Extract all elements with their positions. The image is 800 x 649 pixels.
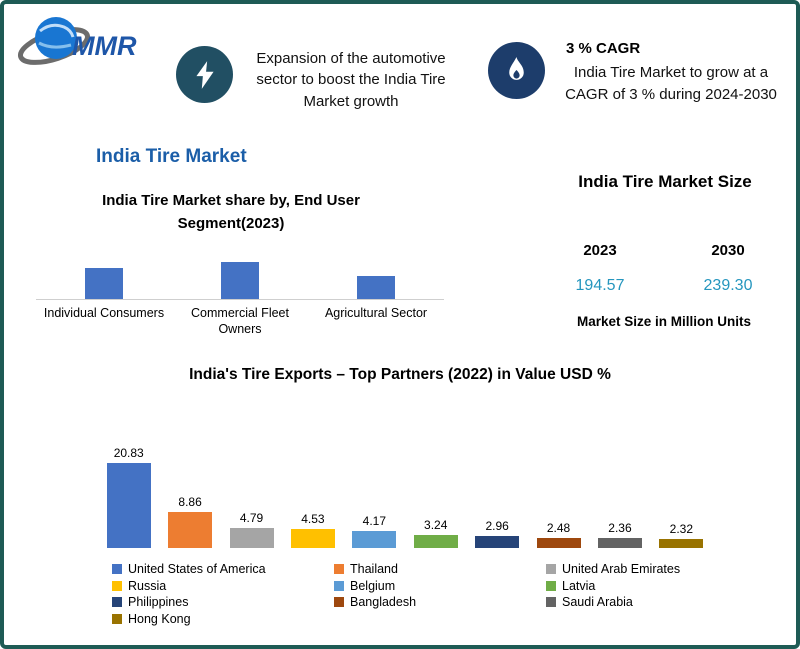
market-size-year: 2030: [711, 242, 745, 259]
legend-swatch: [112, 597, 122, 608]
exports-chart-bars: 20.83 8.86 4.79 4.53 4.17 3.24 2.96 2.48 2.36 2.3…: [98, 442, 712, 548]
legend-item: Saudi Arabia: [546, 594, 716, 611]
market-size-years: 2023 2030: [536, 242, 792, 259]
legend-label: Belgium: [350, 578, 396, 593]
cagr-text: India Tire Market to grow at a CAGR of 3…: [565, 64, 777, 103]
share-bar: [357, 276, 395, 299]
legend-label: Saudi Arabia: [562, 595, 633, 610]
legend-label: United States of America: [128, 562, 266, 577]
legend-swatch: [546, 564, 556, 575]
exports-bar-value: 2.48: [546, 520, 571, 535]
legend-item: Belgium: [334, 578, 546, 595]
cagr-title: 3 % CAGR: [566, 40, 641, 57]
exports-bar-column: 2.36: [589, 521, 650, 548]
exports-bar-value: 2.36: [608, 521, 632, 536]
exports-bar-column: 2.32: [651, 521, 712, 548]
exports-bar: [475, 535, 520, 548]
legend-item: Russia: [112, 578, 334, 595]
share-bar-label: Commercial Fleet Owners: [191, 306, 289, 337]
share-bar: [85, 268, 123, 299]
exports-bar-value: 4.53: [301, 512, 325, 527]
exports-bar-column: 2.96: [466, 519, 527, 548]
exports-bar: [413, 534, 458, 548]
legend-swatch: [546, 597, 556, 608]
legend-label: Thailand: [350, 562, 398, 577]
legend-swatch: [334, 580, 344, 591]
legend-item: Thailand: [334, 561, 546, 578]
market-size-title: India Tire Market Size: [578, 172, 752, 191]
exports-bar: [597, 538, 642, 548]
highlight-automotive-text: Expansion of the automotive sector to bo…: [256, 50, 446, 110]
legend-item: United States of America: [112, 561, 334, 578]
exports-bar: [536, 537, 581, 548]
legend-label: Hong Kong: [128, 611, 191, 626]
exports-bar: [229, 528, 274, 548]
legend-item: Latvia: [546, 578, 716, 595]
legend-swatch: [334, 597, 344, 608]
share-chart-title: India Tire Market share by, End User Seg…: [102, 192, 360, 232]
exports-bar-value: 4.17: [362, 513, 386, 528]
exports-bar-column: 2.48: [528, 521, 589, 548]
exports-bar-column: 3.24: [405, 518, 466, 548]
share-bar-label: Individual Consumers: [43, 306, 165, 320]
flame-icon: [488, 42, 545, 99]
exports-bar-value: 4.79: [239, 511, 264, 526]
market-size-values: 194.57 239.30: [536, 277, 792, 295]
exports-bar-value: 20.83: [113, 445, 144, 460]
exports-bar: [290, 529, 335, 548]
legend-swatch: [112, 613, 122, 624]
cagr-block: 3 % CAGR India Tire Market to grow at a …: [560, 38, 782, 105]
share-chart-labels: Individual Consumers Commercial Fleet Own…: [36, 300, 444, 338]
exports-legend: United States of America Thailand United A…: [112, 561, 716, 627]
share-bar-column: [308, 276, 444, 299]
legend-label: Russia: [128, 578, 167, 593]
legend-label: Philippines: [128, 595, 189, 610]
exports-bar-value: 3.24: [424, 517, 448, 532]
exports-bar-column: 4.79: [221, 511, 282, 548]
legend-item: United Arab Emirates: [546, 561, 716, 578]
legend-swatch: [112, 580, 122, 591]
exports-bar-column: 4.17: [344, 514, 405, 548]
legend-item: Philippines: [112, 594, 334, 611]
share-bar-label: Agricultural Sector: [324, 306, 428, 320]
share-bar: [221, 262, 259, 299]
legend-label: Latvia: [562, 578, 596, 593]
exports-bar-column: 4.53: [282, 512, 343, 548]
share-bar-column: [172, 262, 308, 299]
logo-text: MMR: [72, 31, 137, 61]
exports-bar-value: 2.32: [669, 521, 694, 536]
market-size-year: 2023: [583, 242, 617, 259]
exports-bar: [168, 511, 213, 548]
legend-swatch: [334, 564, 344, 575]
exports-bar: [659, 538, 704, 548]
legend-label: Bangladesh: [350, 595, 417, 610]
legend-item: Bangladesh: [334, 594, 546, 611]
exports-bar-column: 8.86: [159, 495, 220, 548]
mmr-logo: MMR: [16, 10, 166, 79]
share-bar-chart: Individual Consumers Commercial Fleet Own…: [36, 256, 444, 338]
legend-label: United Arab Emirates: [562, 562, 681, 577]
legend-item: Hong Kong: [112, 611, 334, 628]
exports-bar-column: 20.83: [98, 446, 159, 548]
exports-bar: [352, 530, 397, 548]
legend-swatch: [546, 580, 556, 591]
exports-bar-chart: 20.83 8.86 4.79 4.53 4.17 3.24 2.96 2.48 2.36 2.3…: [98, 442, 712, 548]
market-size-footnote: Market Size in Million Units: [576, 314, 752, 329]
exports-chart-title: India's Tire Exports – Top Partners (202…: [189, 366, 611, 383]
lightning-icon: [176, 46, 233, 103]
logo-globe: [35, 17, 77, 59]
market-size-value: 239.30: [703, 277, 753, 294]
share-bar-column: [36, 268, 172, 299]
share-chart-bars: [36, 256, 444, 300]
market-size-value: 194.57: [575, 277, 625, 294]
exports-bar-value: 8.86: [178, 494, 202, 509]
exports-bar-value: 2.96: [485, 518, 509, 533]
section-title-india-tire-market: India Tire Market: [96, 146, 247, 167]
legend-swatch: [112, 564, 122, 575]
exports-bar: [106, 462, 151, 548]
